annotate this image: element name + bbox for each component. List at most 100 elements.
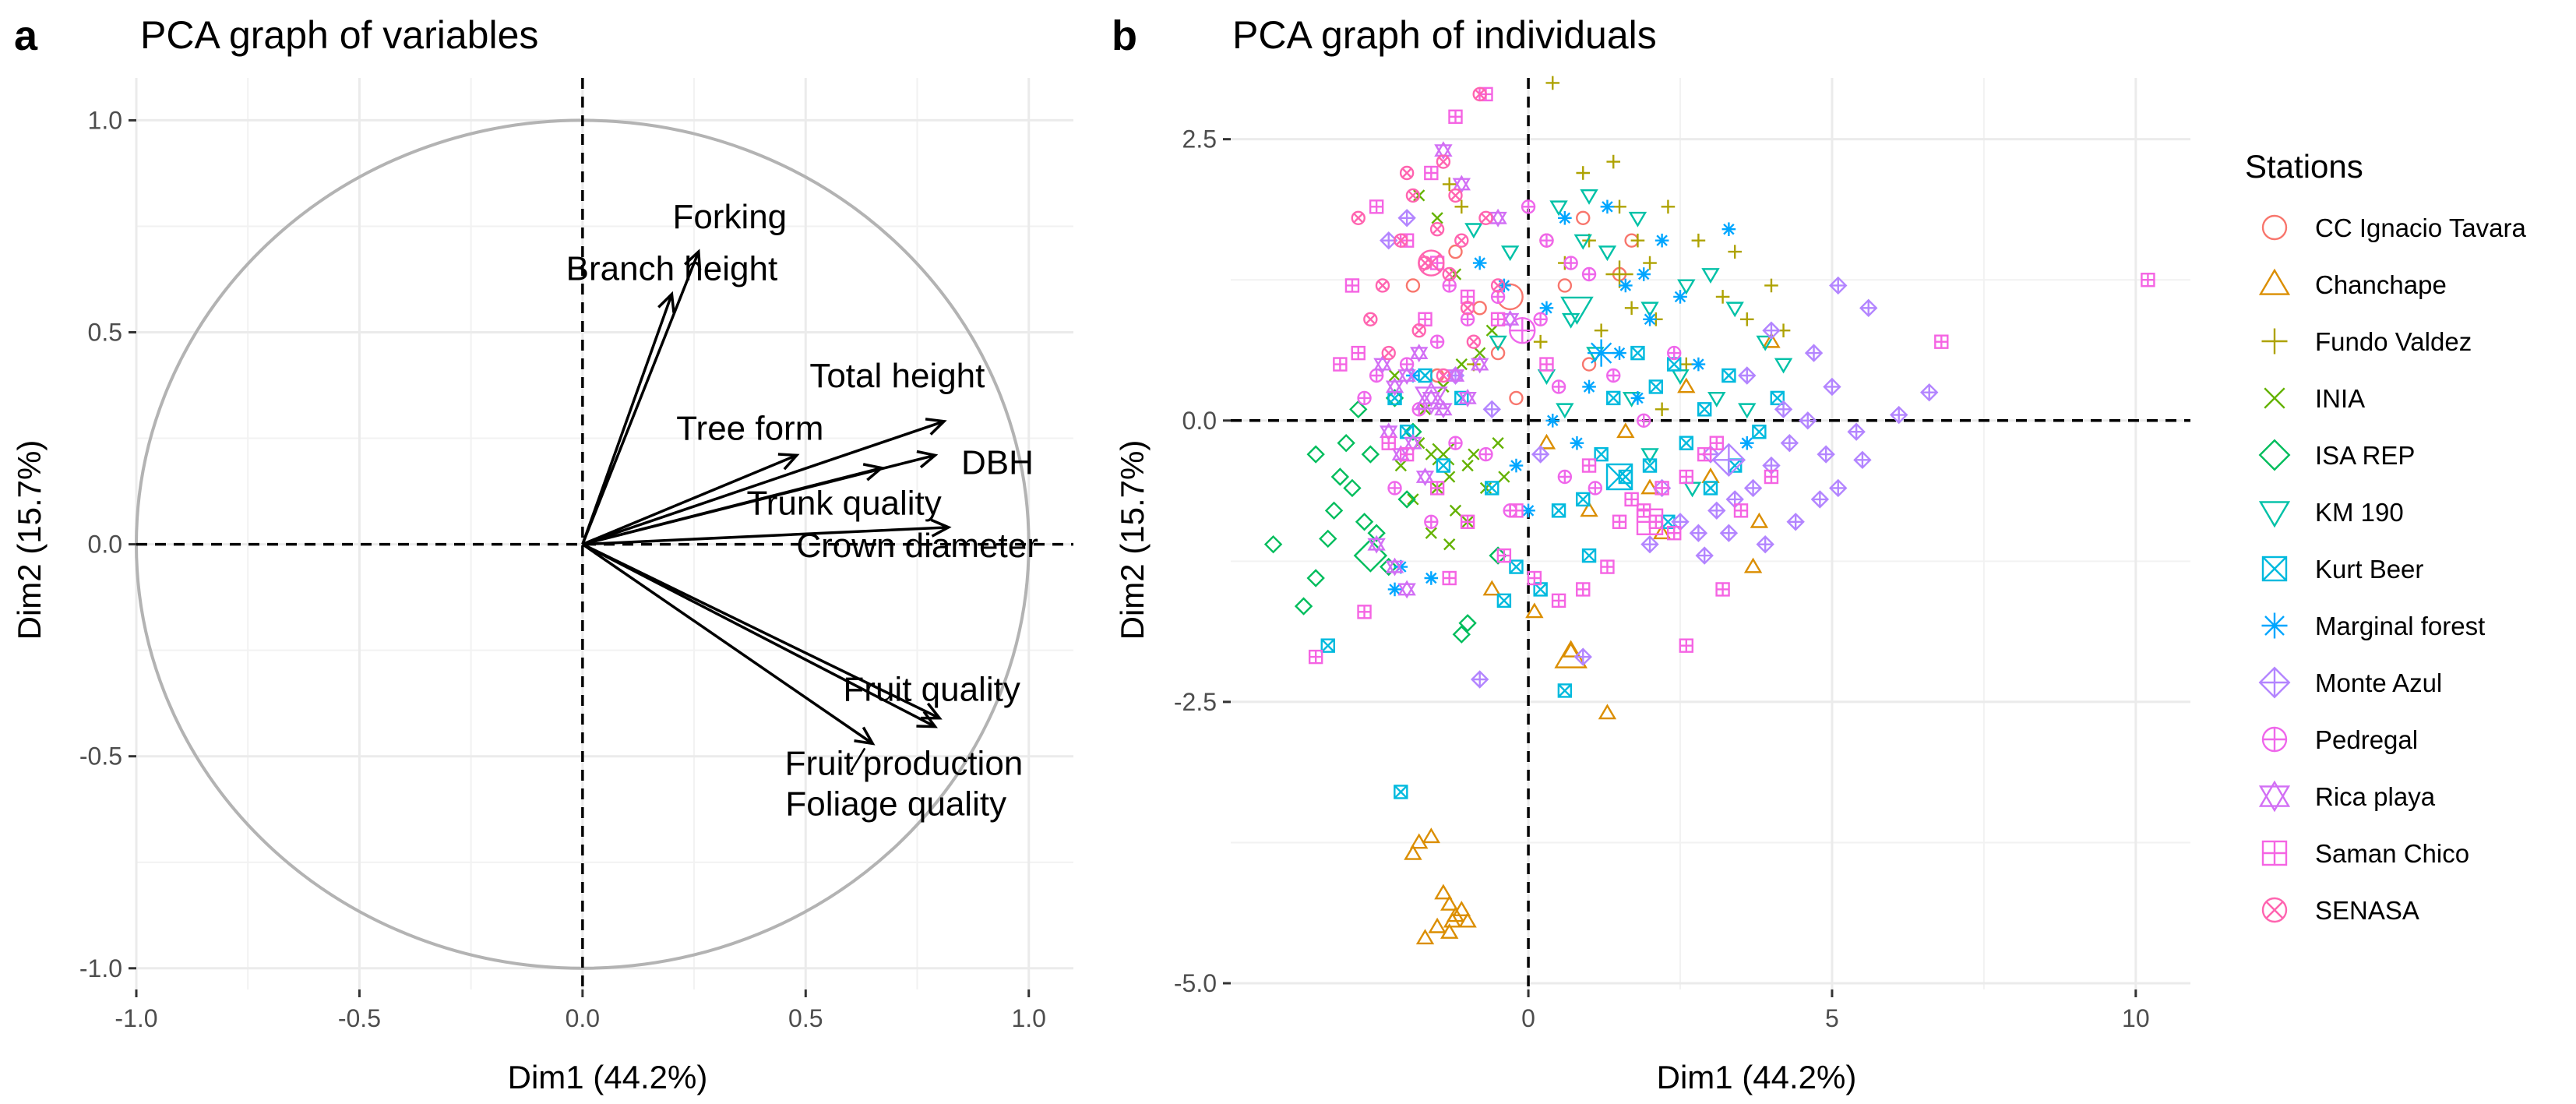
legend-label-chanchape: Chanchape: [2315, 270, 2447, 299]
marker-diamond: [1823, 377, 1841, 397]
marker-diamond: [1306, 445, 1325, 464]
point-kurt-beer: [1648, 379, 1664, 394]
marker-triangle-down: [1415, 386, 1448, 415]
legend-label-isa-rep: ISA REP: [2315, 441, 2415, 470]
marker-circle: [1460, 301, 1475, 316]
marker-d2: [1468, 337, 1479, 347]
point-marginal-forest: [1673, 290, 1687, 304]
marker-triangle: [1385, 377, 1404, 393]
marker-circle: [1394, 233, 1408, 248]
marker-triangle-down: [1380, 425, 1398, 442]
arrowhead-crown-diameter: [930, 518, 952, 538]
point-saman-chico: [1369, 199, 1384, 214]
marker-d2: [1365, 314, 1376, 325]
marker-d2: [1649, 379, 1663, 393]
marker-triangle: [1415, 381, 1448, 410]
point-saman-chico: [1679, 469, 1694, 485]
legend-key-fundo-valdez: [2261, 328, 2288, 354]
marker-triangle: [1677, 377, 1696, 393]
point-monte-azul: [1756, 534, 1774, 554]
marker-diamond: [2258, 439, 2291, 471]
point-senasa: [1394, 233, 1408, 248]
point-pedregal: [1606, 368, 1621, 383]
marker-diamond: [1458, 614, 1477, 633]
legend-title: Stations: [2245, 148, 2363, 185]
point-fundo-valdez: [1545, 76, 1560, 90]
marker-d2: [1619, 470, 1633, 484]
marker-diamond: [1294, 597, 1313, 615]
point-km-190: [1500, 245, 1520, 262]
legend-item-km-190: KM 190: [2258, 498, 2404, 528]
marker-d2: [1485, 481, 1499, 495]
point-pedregal: [1563, 256, 1578, 270]
marker-d2: [1394, 785, 1408, 799]
point-km-190: [1774, 358, 1793, 374]
point-senasa: [1375, 278, 1390, 293]
marker-square: [1752, 425, 1767, 439]
point-fundo-valdez: [1728, 245, 1742, 259]
marker-triangle: [1652, 524, 1672, 540]
panel-a-y-ticks: -1.0 -0.5 0.0 0.5 1.0: [79, 106, 136, 982]
legend-key-cc-ignacio-tavara: [2261, 214, 2288, 241]
point-fundo-valdez: [1661, 199, 1676, 214]
marker-triangle-down: [1470, 358, 1489, 374]
marker-diamond: [1397, 209, 1416, 228]
point-pedregal: [1387, 481, 1402, 496]
marker-circle: [1581, 357, 1597, 372]
marker-d2: [1741, 437, 1753, 449]
marker-square: [2261, 556, 2288, 582]
marker-diamond: [1640, 534, 1659, 554]
marker-square: [1496, 593, 1512, 608]
point-inia: [1407, 493, 1419, 506]
point-kurt-beer: [1485, 481, 1499, 496]
point-pedregal: [1442, 278, 1457, 293]
point-monte-azul: [1482, 400, 1501, 419]
point-isa-rep: [1380, 557, 1398, 577]
marker-diamond: [1652, 478, 1672, 498]
point-inia: [1388, 369, 1401, 382]
point-monte-azul: [1810, 490, 1830, 509]
point-km-190: [1464, 223, 1483, 239]
centroid-rica-playa: [1415, 381, 1448, 415]
point-saman-chico: [1600, 559, 1615, 574]
marker-square: [1394, 785, 1408, 799]
marker-square: [1648, 379, 1664, 394]
marker-triangle: [1422, 827, 1441, 844]
marker-triangle-down: [1560, 296, 1594, 325]
point-rica-playa: [1415, 467, 1435, 486]
point-saman-chico: [1448, 109, 1463, 124]
point-isa-rep: [1355, 513, 1374, 531]
point-inia: [1449, 504, 1462, 517]
marker-d2: [1590, 342, 1612, 364]
point-marginal-forest: [1739, 436, 1754, 450]
marker-d2: [1408, 190, 1418, 201]
point-chanchape: [1580, 501, 1598, 517]
marker-d2: [1637, 268, 1650, 280]
point-fundo-valdez: [1612, 199, 1626, 214]
marker-d2: [1630, 346, 1644, 360]
marker-d2: [1455, 358, 1468, 371]
panel-b-individuals: b PCA graph of individuals 0 5 10 2.5 0.0 -2…: [1112, 12, 2190, 1095]
marker-diamond: [1780, 433, 1799, 453]
marker-circle: [1557, 278, 1573, 293]
panel-a-y-axis-label: Dim2 (15.7%): [11, 440, 48, 640]
marker-d2: [1721, 369, 1736, 383]
point-fundo-valdez: [1576, 166, 1591, 180]
point-inia: [1394, 459, 1407, 472]
point-inia: [1455, 358, 1468, 371]
marker-d2: [1389, 584, 1401, 595]
marker-triangle: [1458, 388, 1477, 404]
point-senasa: [1436, 154, 1451, 169]
marker-square: [1703, 481, 1718, 496]
arrowhead-tree-form: [777, 453, 800, 471]
point-chanchape: [1598, 704, 1617, 720]
panel-a-x-ticks: -1.0 -0.5 0.0 0.5 1.0: [115, 989, 1046, 1032]
marker-triangle: [1750, 512, 1769, 528]
marker-triangle: [1743, 557, 1763, 573]
arrow-crown-diameter: [582, 526, 949, 546]
marker-d2: [1571, 437, 1583, 449]
marker-square: [1630, 345, 1645, 361]
point-km-190: [1489, 335, 1507, 351]
marker-diamond: [1774, 400, 1793, 419]
